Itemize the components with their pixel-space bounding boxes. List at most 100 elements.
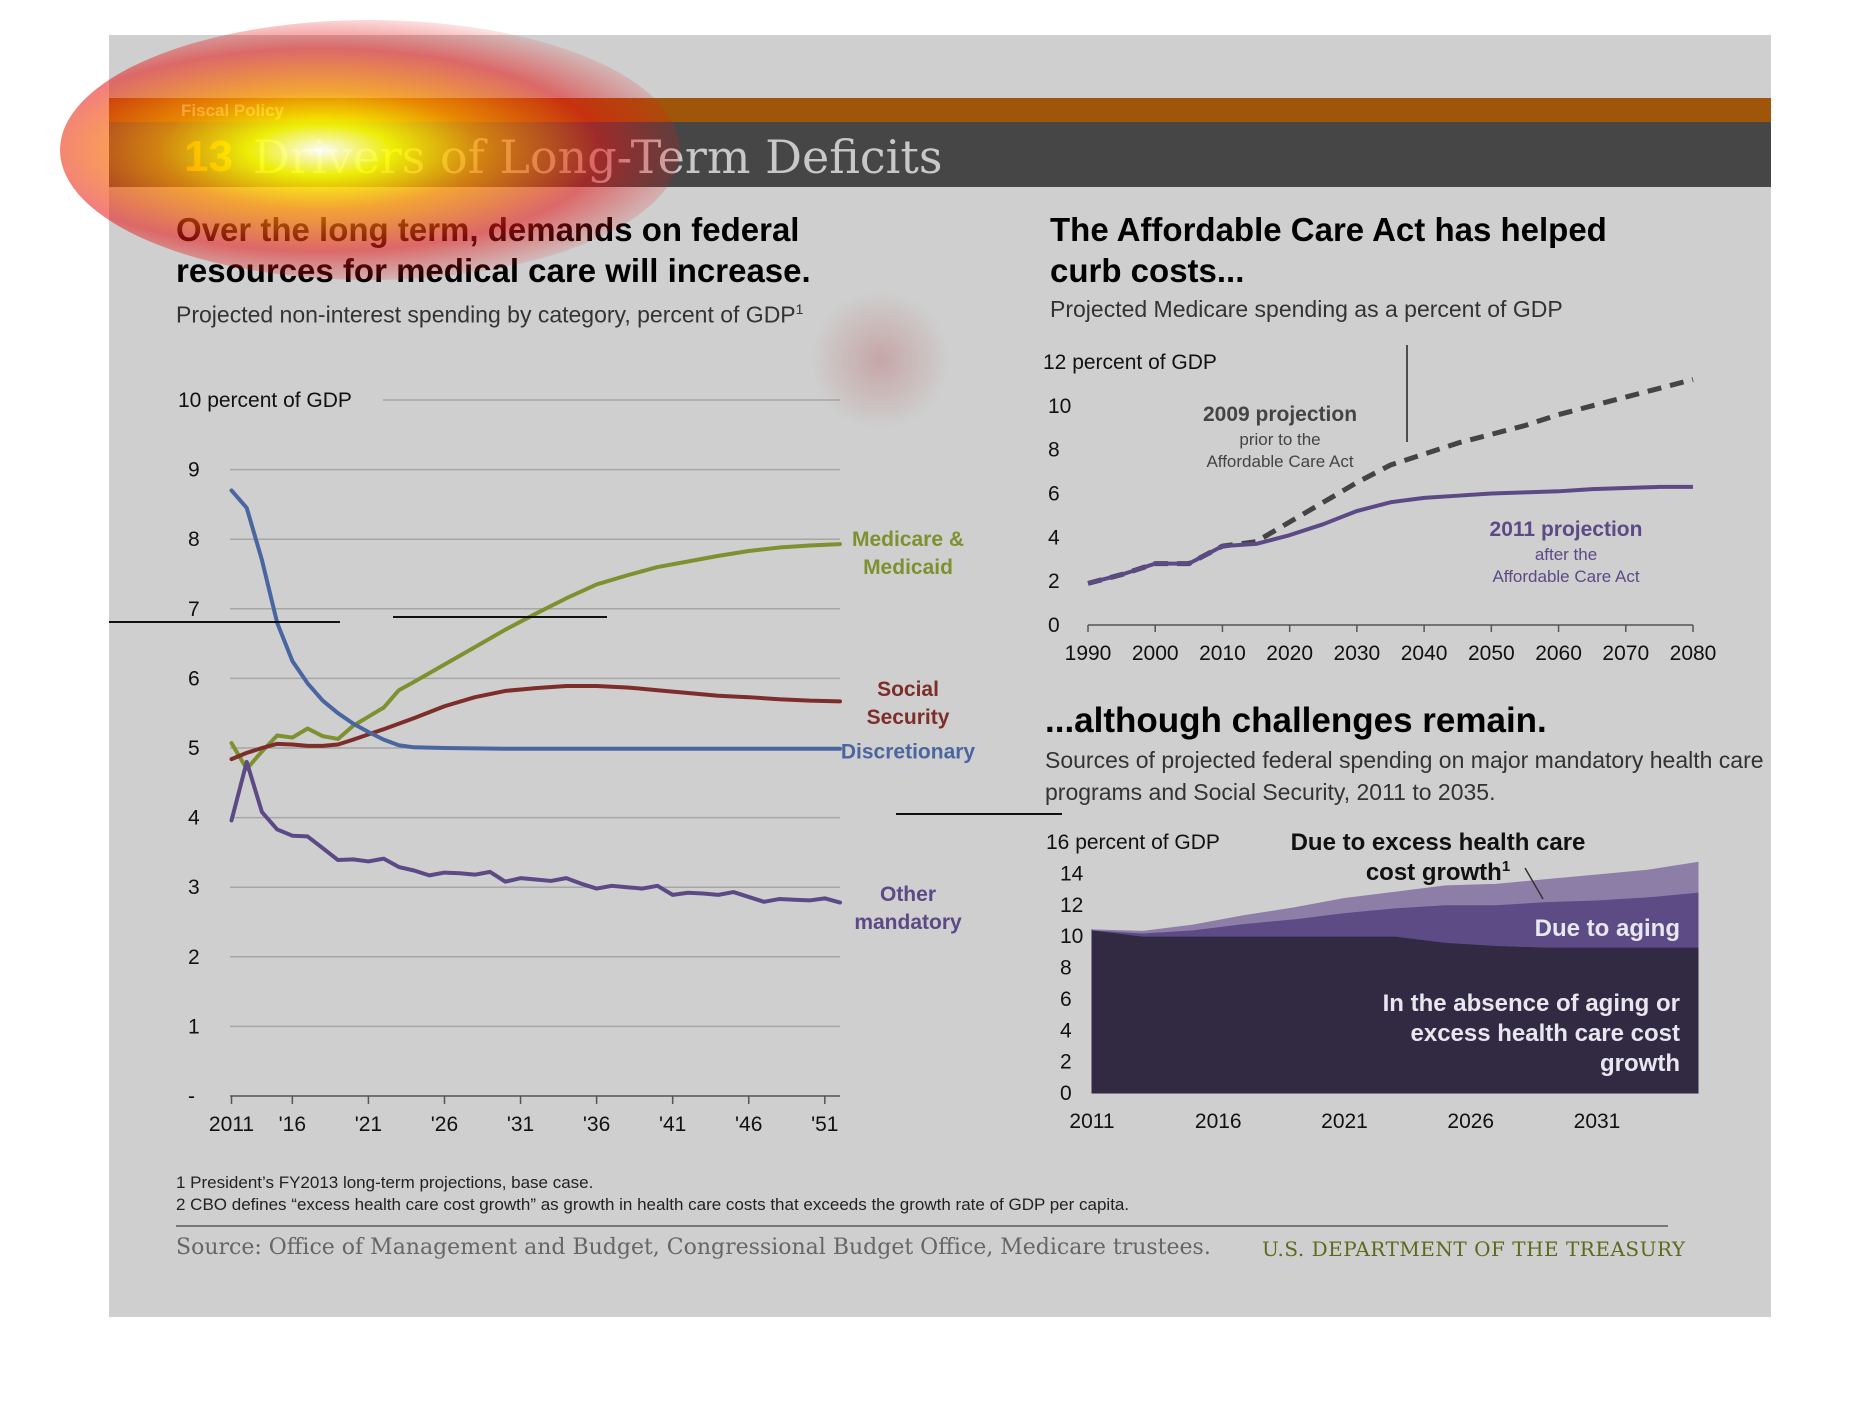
series-label: Medicare & (852, 528, 964, 551)
category-bar: Fiscal Policy (109, 98, 1771, 122)
x-tick-label: 2011 (209, 1113, 254, 1136)
footnote-2: 2 CBO defines “excess health care cost g… (176, 1195, 1130, 1214)
right-bottom-subtitle-line2: programs and Social Security, 2011 to 20… (1045, 779, 1496, 805)
right-top-subtitle: Projected Medicare spending as a percent… (1050, 296, 1563, 322)
y-tick-label: 1 (188, 1015, 200, 1038)
footnotes: 1 President’s FY2013 long-term projectio… (176, 1172, 1129, 1216)
series-label: 2009 projection (1203, 403, 1357, 426)
agency-name: U.S. DEPARTMENT OF THE TREASURY (1262, 1237, 1686, 1261)
series-note: prior to the (1239, 430, 1320, 449)
slide-title: Drivers of Long-Term Deficits (253, 130, 943, 184)
x-tick-label: 2070 (1602, 642, 1649, 665)
y-tick-label: - (188, 1085, 195, 1108)
area-series (1091, 861, 1699, 934)
x-tick-label: 2020 (1266, 642, 1313, 665)
left-heading-line2: resources for medical care will increase… (176, 252, 811, 289)
x-tick-label: '46 (735, 1113, 762, 1136)
series-label: mandatory (854, 911, 962, 934)
right-top-heading-line2: curb costs... (1050, 252, 1245, 289)
left-subtitle-sup: 1 (795, 301, 804, 317)
area-label: cost growth1 (1366, 858, 1510, 886)
right-bottom-subtitle-line1: Sources of projected federal spending on… (1045, 747, 1764, 773)
x-tick-label: 2080 (1670, 642, 1717, 665)
stray-line (393, 616, 607, 618)
y-tick-label: 0 (1048, 614, 1060, 637)
y-tick-label: 9 (188, 459, 200, 482)
y-tick-label: 6 (1060, 988, 1072, 1011)
slide-number: 13 (184, 132, 233, 181)
y-tick-label: 2 (1060, 1051, 1072, 1074)
area-label: growth (1600, 1050, 1680, 1077)
right-top-heading-line1: The Affordable Care Act has helped (1050, 211, 1607, 248)
x-tick-label: '16 (279, 1113, 306, 1136)
y-tick-label: 6 (1048, 483, 1060, 506)
area-label: Due to aging (1535, 915, 1680, 942)
y-tick-label: 0 (1060, 1082, 1072, 1105)
x-tick-label: 2060 (1535, 642, 1582, 665)
area-label: excess health care cost (1411, 1020, 1681, 1047)
series-note: Affordable Care Act (1492, 567, 1639, 586)
series-label: Security (867, 706, 950, 729)
series-line (229, 542, 842, 771)
right-bottom-subtitle: Sources of projected federal spending on… (1045, 744, 1764, 808)
y-tick-label: 4 (1060, 1019, 1072, 1042)
series-label: Discretionary (841, 740, 976, 763)
x-tick-label: '51 (811, 1113, 838, 1136)
y-tick-label: 8 (188, 528, 200, 551)
y-tick-label: 2 (1048, 570, 1060, 593)
y-tick-label: 10 (1048, 395, 1071, 418)
x-tick-label: '36 (583, 1113, 610, 1136)
x-tick-label: '26 (431, 1113, 458, 1136)
annotation-leader (1524, 867, 1544, 900)
x-tick-label: '21 (355, 1113, 382, 1136)
left-heading-line1: Over the long term, demands on federal (176, 211, 800, 248)
x-tick-label: 1990 (1065, 642, 1112, 665)
source-note: Source: Office of Management and Budget,… (176, 1235, 1211, 1260)
x-tick-label: 2000 (1132, 642, 1179, 665)
y-tick-label: 7 (188, 598, 200, 621)
series-line (229, 684, 842, 762)
series-line (229, 488, 842, 751)
series-line (1087, 377, 1694, 586)
x-tick-label: 2030 (1334, 642, 1381, 665)
left-heading: Over the long term, demands on federal r… (176, 209, 811, 291)
right-top-heading: The Affordable Care Act has helped curb … (1050, 209, 1607, 291)
x-tick-label: 2040 (1401, 642, 1448, 665)
title-bar: 13 Drivers of Long-Term Deficits (109, 122, 1771, 187)
area-label-sup: 1 (1502, 858, 1510, 875)
footer-rule (176, 1225, 1668, 1227)
x-tick-label: 2031 (1574, 1110, 1621, 1133)
y-tick-label: 4 (1048, 526, 1060, 549)
area-label-text: cost growth (1366, 859, 1502, 886)
left-subtitle: Projected non-interest spending by categ… (176, 293, 803, 331)
y-tick-label: 4 (188, 807, 200, 830)
series-label: Medicaid (863, 556, 953, 579)
x-tick-label: 2050 (1468, 642, 1515, 665)
y-tick-label: 14 (1060, 862, 1084, 885)
series-label: Social (877, 678, 939, 701)
footnote-1: 1 President’s FY2013 long-term projectio… (176, 1173, 594, 1192)
y-axis-top-label: 16 percent of GDP (1046, 831, 1220, 854)
y-tick-label: 6 (188, 667, 200, 690)
series-note: Affordable Care Act (1206, 452, 1353, 471)
area-label: Due to excess health care (1291, 829, 1586, 856)
health-spending-sources-chart: 0 2 4 6 8 10 12 14 16 percent of GDP 2011 2016 2021… (1046, 829, 1699, 1133)
left-subtitle-text: Projected non-interest spending by categ… (176, 301, 796, 328)
x-tick-label: 2016 (1195, 1110, 1242, 1133)
right-bottom-heading: ...although challenges remain. (1045, 701, 1547, 740)
series-label: 2011 projection (1490, 518, 1643, 541)
x-tick-label: 2021 (1321, 1110, 1368, 1133)
series-line (1087, 484, 1693, 586)
medicare-projection-chart: 0 2 4 6 8 10 12 percent of GDP 1990 2000 2010 2020… (1043, 345, 1717, 665)
x-tick-label: 2011 (1069, 1110, 1114, 1133)
series-line (229, 759, 842, 905)
series-note: after the (1535, 545, 1597, 564)
y-tick-label: 2 (188, 946, 200, 969)
x-tick-label: 2010 (1199, 642, 1246, 665)
x-tick-label: 2026 (1447, 1110, 1494, 1133)
area-label: In the absence of aging or (1383, 990, 1680, 1017)
x-tick-label: '41 (659, 1113, 686, 1136)
stray-line (896, 813, 1062, 815)
y-tick-label: 8 (1048, 439, 1060, 462)
y-axis-top-label: 10 percent of GDP (178, 389, 352, 412)
